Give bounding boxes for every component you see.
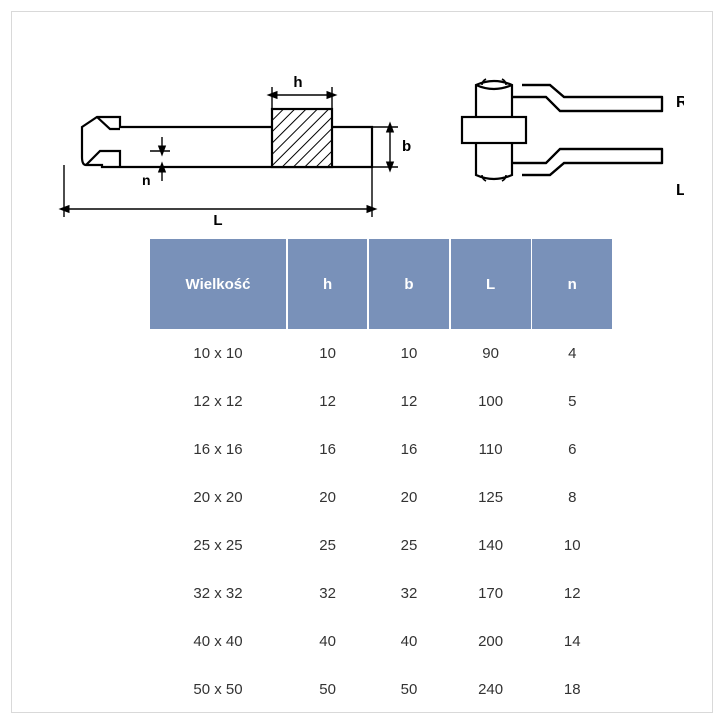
table-row: 10 x 101010904 bbox=[150, 329, 612, 377]
table-body: 10 x 10101090412 x 121212100516 x 161616… bbox=[150, 329, 612, 713]
table-cell: 4 bbox=[532, 329, 612, 377]
table-row: 16 x 1616161106 bbox=[150, 425, 612, 473]
table-cell: 10 bbox=[369, 329, 448, 377]
page-frame: h b n L bbox=[11, 11, 713, 713]
table-cell: 40 x 40 bbox=[150, 617, 286, 665]
dimensions-table: Wielkość h b L n 10 x 10101090412 x 1212… bbox=[150, 239, 612, 713]
table-cell: 6 bbox=[532, 425, 612, 473]
table-cell: 50 x 50 bbox=[150, 665, 286, 713]
col-header-h: h bbox=[288, 239, 367, 329]
table-cell: 10 x 10 bbox=[150, 329, 286, 377]
table-row: 50 x 50505024018 bbox=[150, 665, 612, 713]
label-R: R bbox=[676, 94, 684, 111]
col-header-b: b bbox=[369, 239, 448, 329]
table-cell: 50 bbox=[288, 665, 367, 713]
table-cell: 16 bbox=[288, 425, 367, 473]
table-cell: 40 bbox=[369, 617, 448, 665]
table-cell: 240 bbox=[451, 665, 531, 713]
table-cell: 14 bbox=[532, 617, 612, 665]
table-header-row: Wielkość h b L n bbox=[150, 239, 612, 329]
table-cell: 170 bbox=[451, 569, 531, 617]
col-header-n: n bbox=[532, 239, 612, 329]
technical-diagram: h b n L bbox=[42, 67, 684, 237]
table-cell: 16 bbox=[369, 425, 448, 473]
label-L: L bbox=[213, 212, 222, 229]
label-n: n bbox=[142, 172, 151, 188]
table-cell: 90 bbox=[451, 329, 531, 377]
table-row: 40 x 40404020014 bbox=[150, 617, 612, 665]
table-cell: 32 x 32 bbox=[150, 569, 286, 617]
table-cell: 18 bbox=[532, 665, 612, 713]
table-cell: 140 bbox=[451, 521, 531, 569]
table-cell: 100 bbox=[451, 377, 531, 425]
label-b: b bbox=[402, 138, 411, 155]
table-cell: 10 bbox=[288, 329, 367, 377]
table-row: 12 x 1212121005 bbox=[150, 377, 612, 425]
table-cell: 32 bbox=[288, 569, 367, 617]
table-cell: 20 bbox=[288, 473, 367, 521]
table-cell: 50 bbox=[369, 665, 448, 713]
table-cell: 200 bbox=[451, 617, 531, 665]
table-cell: 10 bbox=[532, 521, 612, 569]
table-cell: 25 x 25 bbox=[150, 521, 286, 569]
table-row: 32 x 32323217012 bbox=[150, 569, 612, 617]
label-h: h bbox=[293, 74, 302, 91]
table-cell: 20 bbox=[369, 473, 448, 521]
col-header-size: Wielkość bbox=[150, 239, 286, 329]
table-cell: 32 bbox=[369, 569, 448, 617]
table-cell: 25 bbox=[369, 521, 448, 569]
table-cell: 5 bbox=[532, 377, 612, 425]
table-row: 25 x 25252514010 bbox=[150, 521, 612, 569]
table-cell: 12 bbox=[532, 569, 612, 617]
table-cell: 16 x 16 bbox=[150, 425, 286, 473]
table-cell: 110 bbox=[451, 425, 531, 473]
table-cell: 12 bbox=[288, 377, 367, 425]
table-cell: 20 x 20 bbox=[150, 473, 286, 521]
col-header-L: L bbox=[451, 239, 531, 329]
table-cell: 12 bbox=[369, 377, 448, 425]
table: Wielkość h b L n 10 x 10101090412 x 1212… bbox=[150, 239, 612, 713]
diagram-svg: h b n L bbox=[42, 67, 684, 237]
table-cell: 8 bbox=[532, 473, 612, 521]
label-Lside: L bbox=[676, 182, 684, 199]
table-cell: 40 bbox=[288, 617, 367, 665]
table-cell: 12 x 12 bbox=[150, 377, 286, 425]
table-row: 20 x 2020201258 bbox=[150, 473, 612, 521]
table-cell: 125 bbox=[451, 473, 531, 521]
table-cell: 25 bbox=[288, 521, 367, 569]
